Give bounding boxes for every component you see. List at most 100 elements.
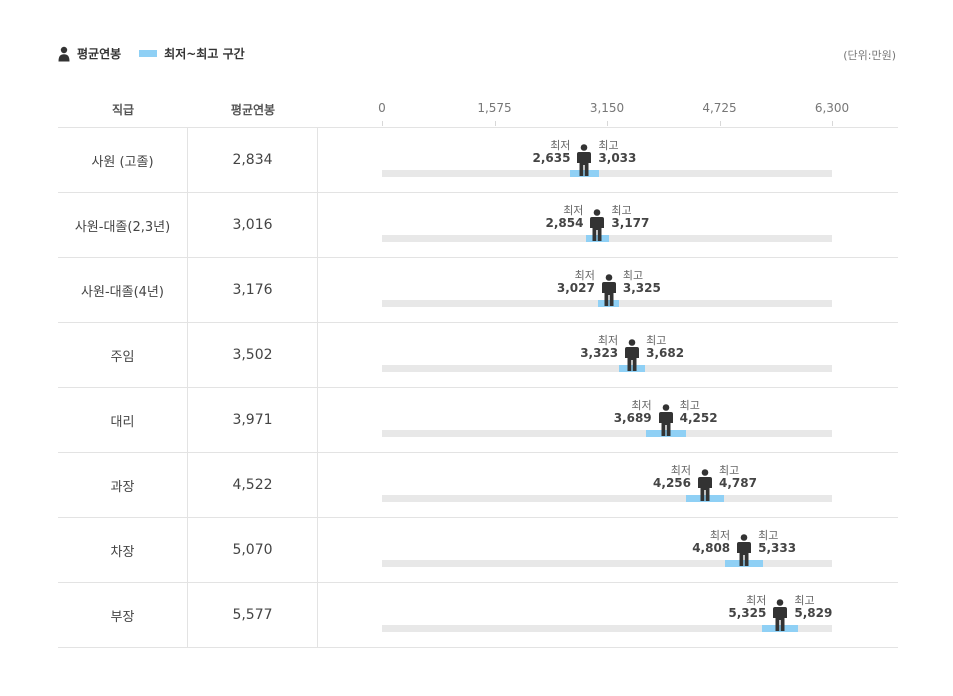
grade-cell: 차장 [58, 518, 188, 582]
range-bar [645, 430, 686, 437]
range-track [382, 170, 832, 177]
table-row: 부장 5,577 최저 5,325 최고 5,829 [58, 583, 898, 648]
min-caption: 최저 [597, 334, 619, 347]
person-icon [58, 46, 70, 61]
grade-cell: 주임 [58, 323, 188, 387]
table-row: 과장 4,522 최저 4,256 최고 4,787 [58, 453, 898, 518]
min-caption: 최저 [709, 529, 731, 542]
min-caption: 최저 [670, 464, 691, 477]
table-row: 사원 (고졸) 2,834 최저 2,635 최고 3,033 [58, 128, 898, 193]
grade-cell: 대리 [58, 388, 188, 452]
legend-range-swatch [139, 50, 158, 57]
unit-label: (단위:만원) [843, 49, 896, 62]
legend-avg-label: 평균연봉 [77, 47, 122, 61]
max-caption: 최고 [679, 399, 700, 412]
min-value: 3,323 [580, 346, 619, 360]
max-value: 4,787 [719, 476, 757, 490]
avg-salary-cell: 5,577 [188, 583, 318, 647]
avg-salary-cell: 4,522 [188, 453, 318, 517]
person-icon [737, 534, 752, 566]
x-tick-mark [832, 121, 833, 126]
min-caption: 최저 [574, 269, 595, 282]
range-bar [725, 560, 763, 567]
range-track [382, 495, 832, 502]
person-icon [773, 599, 788, 631]
max-value: 4,252 [679, 411, 718, 425]
range-bar [585, 235, 609, 242]
x-tick-label: 3,150 [589, 101, 625, 115]
grade-cell: 사원-대졸(2,3년) [58, 193, 188, 257]
person-icon [601, 274, 616, 306]
range-chart-area: 최저 2,635 최고 3,033 [318, 128, 898, 192]
x-tick-label: 0 [378, 101, 386, 115]
x-tick-mark [719, 121, 721, 126]
grade-cell: 사원-대졸(4년) [58, 258, 188, 322]
range-track [382, 625, 832, 632]
x-tick-mark [382, 121, 383, 126]
min-caption: 최저 [550, 139, 571, 152]
x-tick-label: 4,725 [702, 101, 737, 115]
person-icon [658, 404, 673, 436]
legend: 평균연봉 최저~최고 구간 [57, 45, 245, 62]
avg-salary-cell: 3,016 [188, 193, 318, 257]
min-value: 3,689 [613, 411, 652, 425]
table-row: 사원-대졸(2,3년) 3,016 최저 2,854 최고 3,177 [58, 193, 898, 258]
min-value: 3,027 [556, 281, 595, 295]
x-tick-mark [494, 121, 496, 126]
max-value: 5,829 [794, 606, 833, 620]
person-icon [577, 144, 592, 176]
max-caption: 최고 [611, 204, 632, 217]
person-icon [625, 339, 640, 371]
max-value: 3,033 [598, 151, 637, 165]
grade-cell: 부장 [58, 583, 188, 647]
range-bar [762, 625, 799, 632]
max-caption: 최고 [758, 529, 779, 542]
min-caption: 최저 [631, 399, 652, 412]
max-value: 3,325 [622, 281, 661, 295]
x-tick-label: 1,575 [477, 101, 512, 115]
max-value: 3,682 [646, 346, 685, 360]
range-chart-area: 최저 4,256 최고 4,787 [318, 453, 898, 517]
range-chart-area: 최저 3,027 최고 3,325 [318, 258, 898, 322]
avg-salary-cell: 5,070 [188, 518, 318, 582]
person-icon [590, 209, 605, 241]
table-row: 차장 5,070 최저 4,808 최고 5,333 [58, 518, 898, 583]
max-caption: 최고 [646, 334, 667, 347]
min-value: 5,325 [728, 606, 767, 620]
range-chart-area: 최저 2,854 최고 3,177 [318, 193, 898, 257]
max-caption: 최고 [622, 269, 644, 282]
legend-range-label: 최저~최고 구간 [164, 47, 245, 61]
column-header-avg: 평균연봉 [230, 103, 276, 117]
range-chart-area: 최저 5,325 최고 5,829 [318, 583, 898, 647]
range-track [382, 365, 832, 372]
range-chart-area: 최저 3,323 최고 3,682 [318, 323, 898, 387]
range-bar [619, 365, 645, 372]
range-chart-area: 최저 3,689 최고 4,252 [318, 388, 898, 452]
table-row: 주임 3,502 최저 3,323 최고 3,682 [58, 323, 898, 388]
max-value: 3,177 [611, 216, 650, 230]
range-track [382, 430, 832, 437]
avg-salary-cell: 3,176 [188, 258, 318, 322]
range-chart-area: 최저 4,808 최고 5,333 [318, 518, 898, 582]
range-track [382, 560, 832, 567]
min-caption: 최저 [563, 204, 584, 217]
min-value: 2,635 [532, 151, 571, 165]
column-header-grade: 직급 [111, 103, 135, 117]
min-value: 2,854 [545, 216, 584, 230]
table-body: 사원 (고졸) 2,834 최저 2,635 최고 3,033 사원-대졸(2,3년) 3,0… [58, 128, 898, 648]
table-row: 대리 3,971 최저 3,689 최고 4,252 [58, 388, 898, 453]
table-header: 직급 평균연봉 0 1,575 3,150 4,725 6,300 [58, 90, 898, 128]
min-value: 4,808 [692, 541, 731, 555]
avg-salary-cell: 3,502 [188, 323, 318, 387]
min-value: 4,256 [653, 476, 691, 490]
table-row: 사원-대졸(4년) 3,176 최저 3,027 최고 3,325 [58, 258, 898, 323]
grade-cell: 사원 (고졸) [58, 128, 188, 192]
avg-salary-cell: 3,971 [188, 388, 318, 452]
x-tick-label: 6,300 [814, 101, 850, 115]
max-caption: 최고 [598, 139, 619, 152]
person-icon [698, 469, 712, 501]
min-caption: 최저 [746, 594, 767, 607]
max-caption: 최고 [719, 464, 740, 477]
range-bar [570, 170, 599, 177]
max-caption: 최고 [794, 594, 815, 607]
